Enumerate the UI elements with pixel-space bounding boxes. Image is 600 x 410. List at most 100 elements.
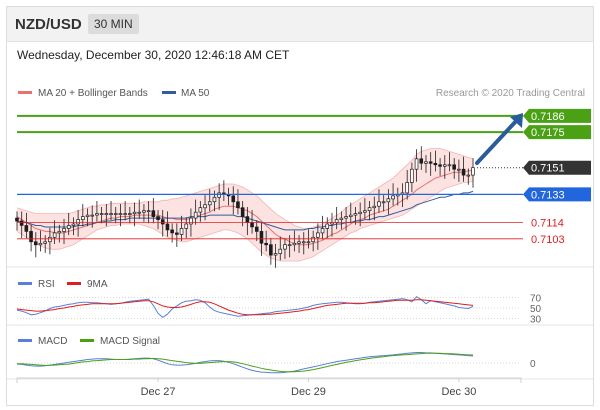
price-legend: MA 20 + Bollinger Bands MA 50 Research ©…: [18, 88, 585, 99]
bollinger-lower-line: [16, 180, 474, 262]
macd-legend-swatch: [18, 339, 32, 342]
x-tick-label: Dec 29: [291, 386, 326, 398]
ma20-legend-label: MA 20 + Bollinger Bands: [38, 88, 148, 99]
forecast-arrow-head: [510, 113, 523, 128]
candle: [254, 226, 259, 232]
chart-widget: NZD/USD 30 MIN Wednesday, December 30, 2…: [6, 6, 594, 406]
candle: [391, 195, 395, 200]
resistance-level-label: 0.7175: [531, 127, 565, 139]
candle: [316, 232, 320, 238]
candle: [71, 223, 76, 226]
symbol-title: NZD/USD: [15, 16, 82, 33]
candle: [113, 213, 118, 215]
macd-line: [16, 352, 474, 374]
bollinger-band-area: [17, 148, 473, 261]
candle: [146, 210, 151, 213]
candle: [170, 229, 174, 234]
candle: [15, 217, 19, 222]
candle: [287, 244, 292, 247]
candle: [377, 201, 381, 207]
chart-header: NZD/USD 30 MIN: [7, 7, 593, 42]
interval-badge[interactable]: 30 MIN: [88, 14, 139, 34]
ma50-legend-swatch: [162, 91, 176, 94]
macd-signal-legend-swatch: [80, 339, 94, 342]
candle: [353, 213, 358, 216]
candle: [123, 213, 127, 215]
candle: [292, 242, 297, 246]
candle: [81, 216, 85, 220]
support-level-label: 0.7114: [531, 218, 564, 230]
chart-svg: MA 20 + Bollinger Bands MA 50 Research ©…: [7, 88, 593, 398]
candle: [43, 241, 47, 244]
candle: [367, 207, 372, 212]
candle: [66, 225, 71, 229]
candle: [386, 198, 391, 203]
ma50-legend-label: MA 50: [181, 88, 210, 99]
last-level-tag: [523, 160, 591, 175]
rsi-tick-label: 70: [530, 294, 542, 305]
candle: [137, 211, 142, 214]
candle: [433, 162, 438, 166]
rsi-tick-label: 30: [530, 314, 542, 325]
candle: [311, 236, 315, 243]
candle: [424, 161, 428, 164]
candle: [301, 241, 306, 244]
candle: [245, 216, 250, 223]
x-tick-label: Dec 27: [141, 386, 176, 398]
candle: [24, 225, 29, 232]
candle: [160, 219, 165, 225]
candle: [132, 211, 137, 215]
candle: [217, 192, 221, 198]
candle: [452, 164, 456, 170]
candle: [175, 232, 179, 235]
rsi9-legend-label: 9MA: [87, 279, 108, 290]
candle: [57, 231, 62, 234]
price-panel: [15, 146, 475, 268]
x-tick-label: Dec 30: [441, 386, 476, 398]
candle: [278, 248, 283, 254]
candle: [419, 158, 424, 164]
credit-text: Research © 2020 Trading Central: [436, 88, 585, 99]
candle: [306, 241, 311, 244]
macd-legend: MACD MACD Signal: [18, 336, 160, 347]
candle: [90, 214, 95, 217]
candle: [179, 228, 184, 235]
candle: [372, 205, 377, 209]
candle: [184, 223, 189, 229]
ma20-legend-swatch: [18, 91, 32, 94]
rsi-legend-swatch: [18, 282, 32, 285]
rsi9-legend-swatch: [67, 282, 81, 285]
bollinger-upper-line: [16, 148, 474, 229]
candle: [19, 220, 24, 226]
candle: [325, 223, 330, 229]
candle: [297, 241, 301, 244]
candle: [33, 241, 38, 246]
candle: [203, 204, 207, 209]
macd-panel: 0: [16, 352, 536, 374]
macd-signal-line: [17, 352, 473, 373]
candle: [29, 231, 33, 243]
rsi-tick-label: 50: [530, 304, 542, 315]
candle: [405, 182, 409, 194]
candle: [189, 217, 193, 225]
resistance-level-label: 0.7186: [531, 111, 565, 123]
candle: [52, 232, 57, 238]
macd-signal-legend-label: MACD Signal: [100, 336, 160, 347]
candle: [428, 161, 433, 164]
candle: [236, 201, 240, 209]
candle: [339, 217, 344, 220]
rsi-line: [16, 295, 474, 319]
candle: [109, 213, 113, 215]
candle: [471, 167, 475, 176]
pivot-level-label: 0.7133: [531, 189, 565, 201]
resistance-level-tag: [523, 108, 591, 123]
rsi-legend: RSI 9MA: [18, 279, 108, 290]
candle: [283, 244, 287, 250]
candle: [76, 219, 80, 225]
rsi-ma9-line: [16, 299, 474, 316]
rsi-legend-label: RSI: [38, 279, 55, 290]
candle: [269, 244, 273, 256]
candle: [414, 158, 419, 170]
macd-tick-label: 0: [530, 359, 536, 370]
